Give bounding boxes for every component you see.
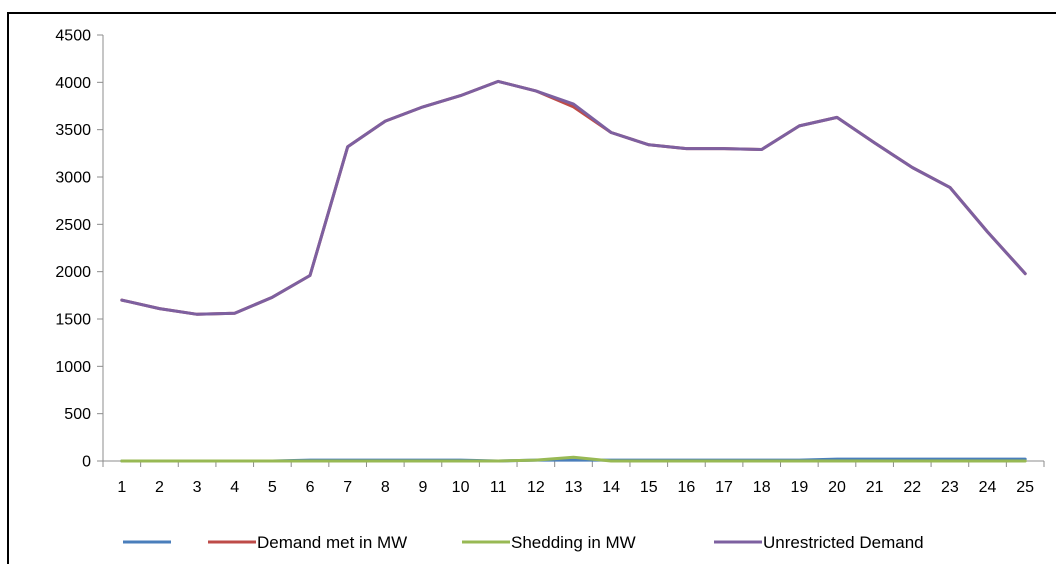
x-tick-label: 19 — [790, 479, 808, 496]
series-line-4 — [120, 79, 1027, 316]
y-tick-label: 4500 — [55, 28, 91, 45]
y-tick-label: 2000 — [55, 264, 91, 281]
x-tick-label: 21 — [866, 479, 884, 496]
x-tick-label: 17 — [715, 479, 733, 496]
y-tick-label: 3500 — [55, 122, 91, 139]
x-tick-label: 14 — [602, 479, 620, 496]
y-tick-label: 500 — [64, 406, 91, 423]
y-tick-label: 0 — [82, 454, 91, 471]
y-tick-label: 1000 — [55, 359, 91, 376]
series-line-3 — [120, 455, 1027, 463]
x-tick-label: 5 — [268, 479, 277, 496]
legend-label-2: Demand met in MW — [257, 533, 407, 552]
legend-label-3: Shedding in MW — [511, 533, 636, 552]
x-tick-label: 2 — [155, 479, 164, 496]
x-tick-label: 22 — [903, 479, 921, 496]
x-tick-label: 9 — [418, 479, 427, 496]
x-tick-label: 23 — [941, 479, 959, 496]
x-tick-label: 15 — [640, 479, 658, 496]
y-tick-label: 4000 — [55, 75, 91, 92]
x-tick-label: 13 — [565, 479, 583, 496]
x-tick-label: 4 — [230, 479, 239, 496]
legend: Demand met in MW Shedding in MW Unrestrict… — [123, 533, 924, 552]
x-tick-label: 20 — [828, 479, 846, 496]
x-tick-label: 11 — [490, 479, 507, 496]
y-tick-label: 1500 — [55, 312, 91, 329]
x-tick-label: 6 — [306, 479, 315, 496]
x-tick-label: 18 — [753, 479, 771, 496]
x-tick-label: 1 — [117, 479, 126, 496]
legend-label-4: Unrestricted Demand — [763, 533, 924, 552]
x-tick-label: 7 — [343, 479, 352, 496]
y-tick-label: 3000 — [55, 170, 91, 187]
x-tick-label: 8 — [381, 479, 390, 496]
x-tick-label: 12 — [527, 479, 545, 496]
series-layer — [120, 79, 1027, 463]
chart-frame — [7, 12, 1056, 564]
x-tick-label: 24 — [979, 479, 997, 496]
y-tick-label: 2500 — [55, 217, 91, 234]
series-line-2 — [120, 79, 1027, 316]
x-tick-label: 3 — [193, 479, 202, 496]
x-tick-label: 16 — [678, 479, 696, 496]
x-tick-label: 25 — [1016, 479, 1034, 496]
x-tick-label: 10 — [452, 479, 470, 496]
